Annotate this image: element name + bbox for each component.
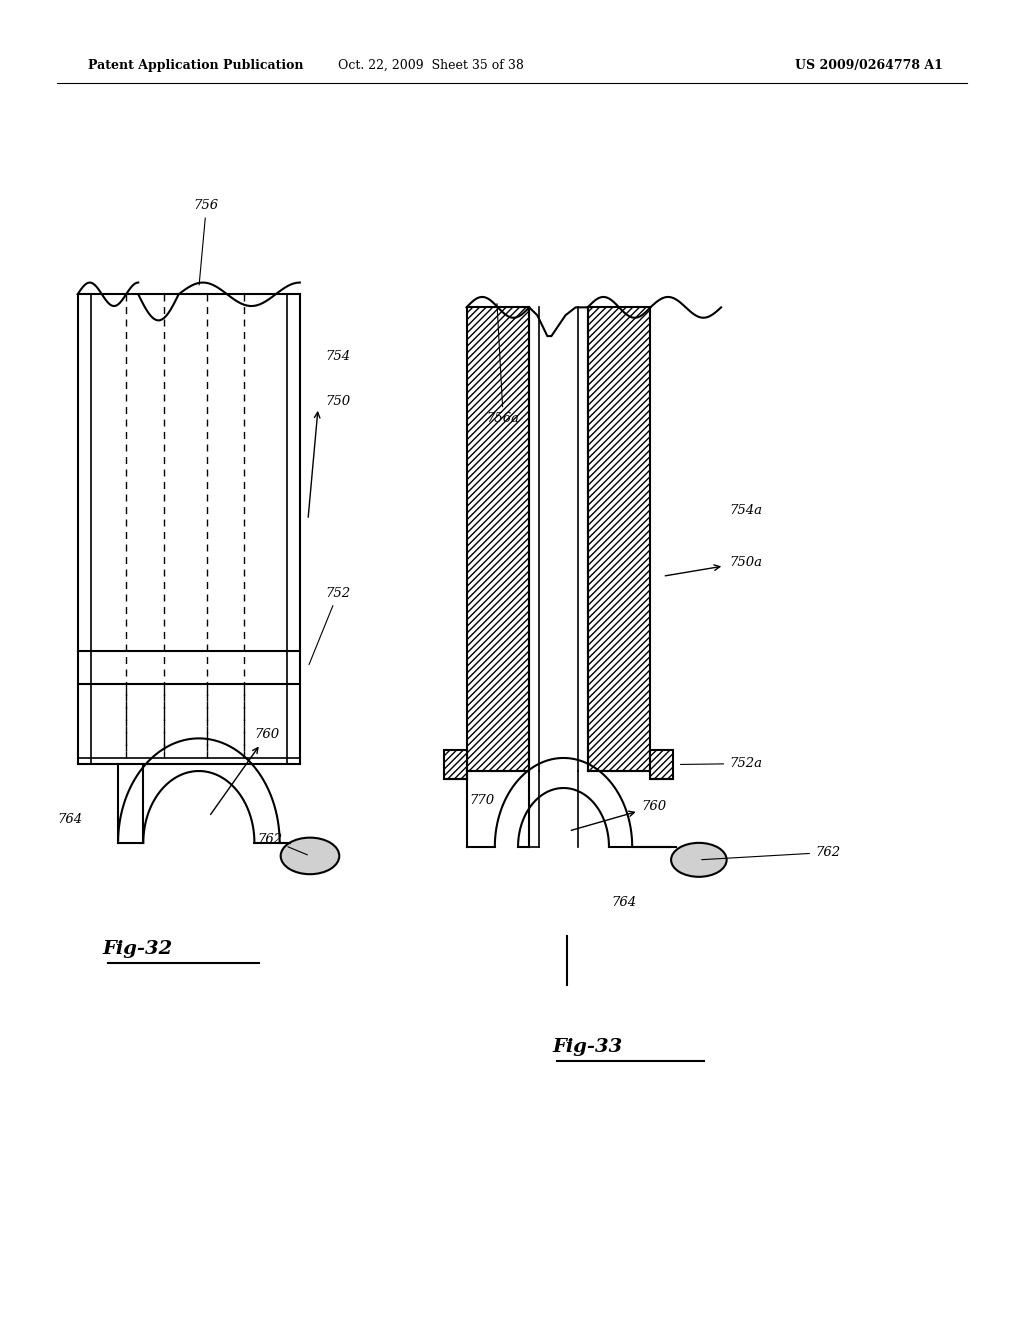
Text: 760: 760 [571, 800, 667, 830]
Text: 770: 770 [470, 793, 495, 807]
Bar [444, 750, 467, 779]
Text: 754a: 754a [729, 504, 762, 516]
Text: US 2009/0264778 A1: US 2009/0264778 A1 [795, 59, 943, 73]
Bar [588, 308, 650, 771]
Text: Patent Application Publication: Patent Application Publication [88, 59, 303, 73]
Text: 756: 756 [194, 199, 219, 285]
Text: 754: 754 [326, 350, 350, 363]
Text: 762: 762 [257, 833, 307, 855]
Bar [467, 308, 529, 771]
Text: 760: 760 [211, 729, 280, 814]
Bar [650, 750, 673, 779]
Bar [444, 750, 467, 779]
Text: Fig-33: Fig-33 [552, 1038, 623, 1056]
Text: 756a: 756a [486, 304, 520, 425]
Ellipse shape [671, 843, 727, 876]
Text: Oct. 22, 2009  Sheet 35 of 38: Oct. 22, 2009 Sheet 35 of 38 [338, 59, 524, 73]
Bar [650, 750, 673, 779]
Bar [588, 308, 650, 771]
Text: 750: 750 [326, 395, 350, 408]
Text: 750a: 750a [729, 556, 762, 569]
Text: 762: 762 [701, 846, 840, 859]
Text: 752: 752 [309, 587, 350, 664]
Text: 764: 764 [57, 813, 83, 826]
Text: 752a: 752a [680, 758, 762, 770]
Ellipse shape [281, 838, 339, 874]
Text: Fig-32: Fig-32 [102, 940, 173, 958]
Bar [467, 308, 529, 771]
Text: 764: 764 [611, 895, 636, 908]
